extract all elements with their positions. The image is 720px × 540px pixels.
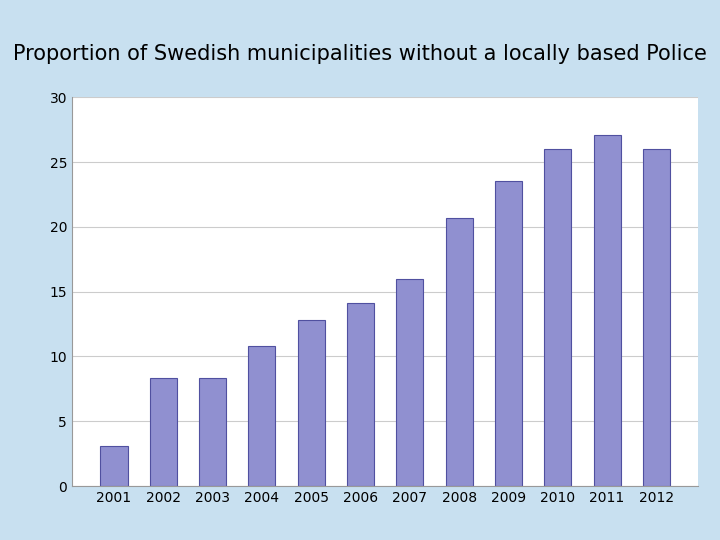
Bar — [101, 446, 127, 486]
Bar — [297, 320, 325, 486]
Bar — [446, 218, 473, 486]
Bar — [248, 346, 276, 486]
Bar — [150, 379, 177, 486]
Bar — [544, 149, 572, 486]
Bar — [643, 149, 670, 486]
Bar — [199, 379, 226, 486]
Bar — [396, 279, 423, 486]
Bar — [593, 135, 621, 486]
Text: Proportion of Swedish municipalities without a locally based Police: Proportion of Swedish municipalities wit… — [13, 44, 707, 64]
Bar — [495, 181, 522, 486]
Bar — [347, 303, 374, 486]
